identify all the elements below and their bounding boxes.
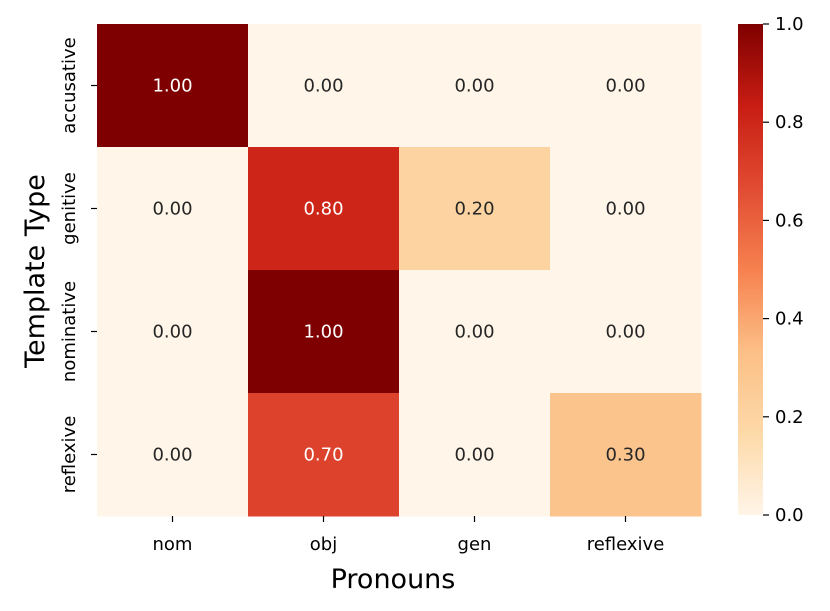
x-tick-label: reflexive — [587, 534, 665, 555]
heatmap-cell — [97, 147, 249, 271]
x-tick-label: obj — [310, 534, 337, 555]
heatmap-cell — [550, 270, 702, 394]
colorbar-tick-label: 0.8 — [775, 112, 804, 133]
cell-value-label: 0.00 — [303, 76, 343, 97]
heatmap-cell — [399, 147, 551, 271]
cell-value-label: 0.00 — [605, 76, 645, 97]
cell-value-label: 0.80 — [303, 199, 343, 220]
heatmap-cell — [399, 24, 551, 148]
colorbar: 0.0 0.2 0.4 0.6 0.8 1.0 — [738, 14, 804, 526]
y-tick-label: genitive — [59, 172, 80, 245]
x-tick-label: gen — [458, 534, 492, 555]
colorbar-tick-label: 0.2 — [775, 407, 804, 428]
heatmap-cell — [248, 24, 400, 148]
colorbar-gradient — [738, 24, 763, 515]
heatmap-cell-labels: 1.00 0.00 0.00 0.00 0.00 0.80 0.20 0.00 0.00 1.00… — [152, 76, 645, 466]
heatmap-cell — [248, 147, 400, 271]
y-tick-label: nominative — [59, 281, 80, 382]
heatmap-cell — [248, 270, 400, 394]
y-axis-title: Template Type — [20, 174, 51, 369]
x-tick-label: nom — [153, 534, 193, 555]
y-tick-label: accusative — [59, 37, 80, 133]
x-axis-ticks: nom obj gen reflexive — [153, 516, 665, 555]
y-axis-ticks: accusative genitive nominative reflexive — [59, 37, 97, 493]
cell-value-label: 0.00 — [152, 199, 192, 220]
cell-value-label: 0.00 — [605, 322, 645, 343]
cell-value-label: 0.00 — [152, 322, 192, 343]
heatmap-cell — [97, 24, 249, 148]
cell-value-label: 0.00 — [605, 199, 645, 220]
heatmap-cell — [97, 270, 249, 394]
cell-value-label: 0.20 — [454, 199, 494, 220]
colorbar-tick-label: 1.0 — [775, 14, 804, 35]
heatmap-cell — [399, 270, 551, 394]
cell-value-label: 0.00 — [454, 76, 494, 97]
heatmap-cell — [550, 147, 702, 271]
colorbar-tick-label: 0.4 — [775, 309, 804, 330]
heatmap-cell — [550, 24, 702, 148]
heatmap-cell — [399, 393, 551, 517]
heatmap-cell — [550, 393, 702, 517]
colorbar-tick-label: 0.0 — [775, 505, 804, 526]
heatmap-cells — [97, 24, 702, 517]
y-tick-label: reflexive — [59, 416, 80, 494]
cell-value-label: 0.00 — [454, 322, 494, 343]
cell-value-label: 0.30 — [605, 445, 645, 466]
cell-value-label: 0.00 — [152, 445, 192, 466]
x-axis-title: Pronouns — [331, 564, 456, 595]
cell-value-label: 0.00 — [454, 445, 494, 466]
cell-value-label: 1.00 — [152, 76, 192, 97]
cell-value-label: 1.00 — [303, 322, 343, 343]
cell-value-label: 0.70 — [303, 445, 343, 466]
heatmap-cell — [97, 393, 249, 517]
heatmap-cell — [248, 393, 400, 517]
colorbar-tick-label: 0.6 — [775, 210, 804, 231]
